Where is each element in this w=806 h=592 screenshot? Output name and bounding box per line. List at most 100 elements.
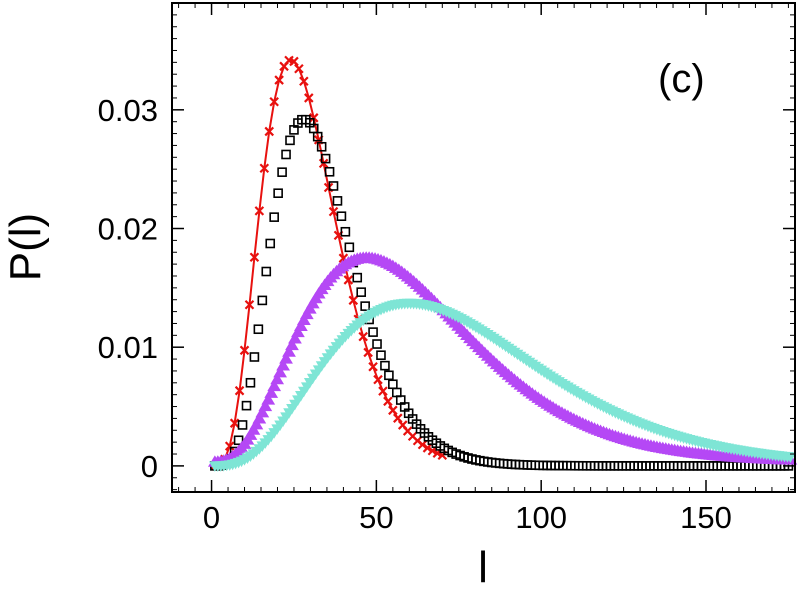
data-point: [249, 252, 260, 263]
data-point: [348, 295, 359, 306]
data-point: [273, 365, 288, 378]
data-point: [285, 135, 295, 146]
data-point: [249, 417, 264, 430]
y-axis-label: P(l): [1, 213, 50, 281]
data-point: [267, 379, 282, 392]
data-point: [380, 360, 390, 371]
data-point: [224, 441, 235, 451]
data-point: [233, 435, 244, 446]
data-point: [332, 196, 343, 206]
data-point: [269, 97, 279, 107]
data-point: [393, 413, 403, 423]
data-point: [417, 439, 428, 450]
data-point: [340, 226, 351, 237]
data-point: [356, 287, 367, 297]
data-point: [304, 93, 314, 103]
data-point: [376, 350, 386, 361]
data-point: [252, 412, 267, 424]
data-point: [281, 149, 291, 160]
data-point: [270, 372, 285, 385]
data-point: [360, 301, 370, 311]
data-point: [289, 56, 299, 67]
data-point: [316, 141, 327, 152]
y-tick-label: 0.02: [98, 212, 158, 247]
data-point: [259, 163, 270, 173]
data-point: [291, 325, 305, 338]
data-point: [261, 266, 272, 277]
data-point: [282, 345, 296, 357]
data-point: [324, 166, 335, 177]
data-point: [269, 212, 279, 222]
data-point: [296, 313, 311, 325]
data-point: [383, 396, 393, 407]
data-point: [299, 307, 314, 320]
data-point: [422, 443, 433, 453]
data-point: [254, 206, 265, 216]
series-purple-triangles: [207, 251, 798, 467]
data-point: [388, 379, 398, 390]
data-point: [229, 418, 240, 428]
series-layer: [207, 55, 798, 472]
series-black-squares: [210, 114, 794, 471]
data-point: [244, 299, 255, 310]
data-point: [261, 393, 276, 405]
data-point: [265, 238, 276, 249]
data-point: [328, 181, 339, 191]
x-tick-label: 50: [359, 500, 393, 535]
data-point: [320, 153, 331, 164]
data-point: [253, 324, 264, 335]
data-point: [249, 352, 260, 362]
data-point: [368, 327, 378, 337]
x-tick-label: 100: [515, 500, 567, 535]
data-point: [239, 345, 250, 356]
series-turquoise-triangles: [209, 298, 797, 472]
data-point: [276, 358, 290, 371]
panel-label: (c): [658, 57, 705, 101]
plot-frame: [171, 2, 796, 493]
x-axis-label: l: [478, 543, 488, 592]
data-point: [378, 386, 388, 396]
data-point: [279, 352, 293, 364]
data-point: [274, 75, 284, 85]
data-point: [388, 405, 398, 416]
data-point: [237, 420, 248, 430]
data-point: [234, 385, 245, 396]
x-tick-label: 0: [203, 500, 220, 535]
data-point: [294, 319, 308, 331]
data-point: [343, 275, 354, 285]
data-point: [294, 63, 304, 74]
data-point: [358, 331, 368, 342]
data-point: [245, 377, 256, 388]
data-point: [384, 370, 394, 381]
data-point: [273, 188, 283, 198]
data-point: [352, 272, 363, 283]
data-point: [277, 167, 287, 177]
data-point: [285, 338, 299, 351]
data-point: [328, 206, 339, 217]
data-point: [264, 126, 275, 137]
data-point: [288, 332, 302, 344]
data-point: [255, 405, 270, 418]
data-point: [257, 295, 268, 306]
data-point: [336, 211, 347, 222]
y-tick-label: 0.01: [98, 330, 158, 365]
data-point: [427, 445, 438, 456]
data-point: [264, 386, 279, 398]
data-point: [308, 113, 319, 123]
y-tick-label: 0: [141, 449, 158, 484]
data-point: [784, 452, 797, 463]
data-point: [299, 76, 309, 87]
data-point: [344, 242, 355, 253]
data-point: [373, 374, 383, 385]
data-point: [372, 339, 382, 349]
data-point: [312, 131, 323, 142]
y-tick-label: 0.03: [98, 93, 158, 128]
data-point: [363, 347, 373, 358]
series-red-crosses: [210, 55, 448, 471]
x-tick-label: 150: [680, 500, 732, 535]
data-point: [241, 400, 252, 411]
tick-layer: 0 50 100 150 0 0.01 0.02 0.03: [98, 3, 795, 535]
data-point: [258, 399, 273, 412]
data-point: [368, 362, 378, 372]
